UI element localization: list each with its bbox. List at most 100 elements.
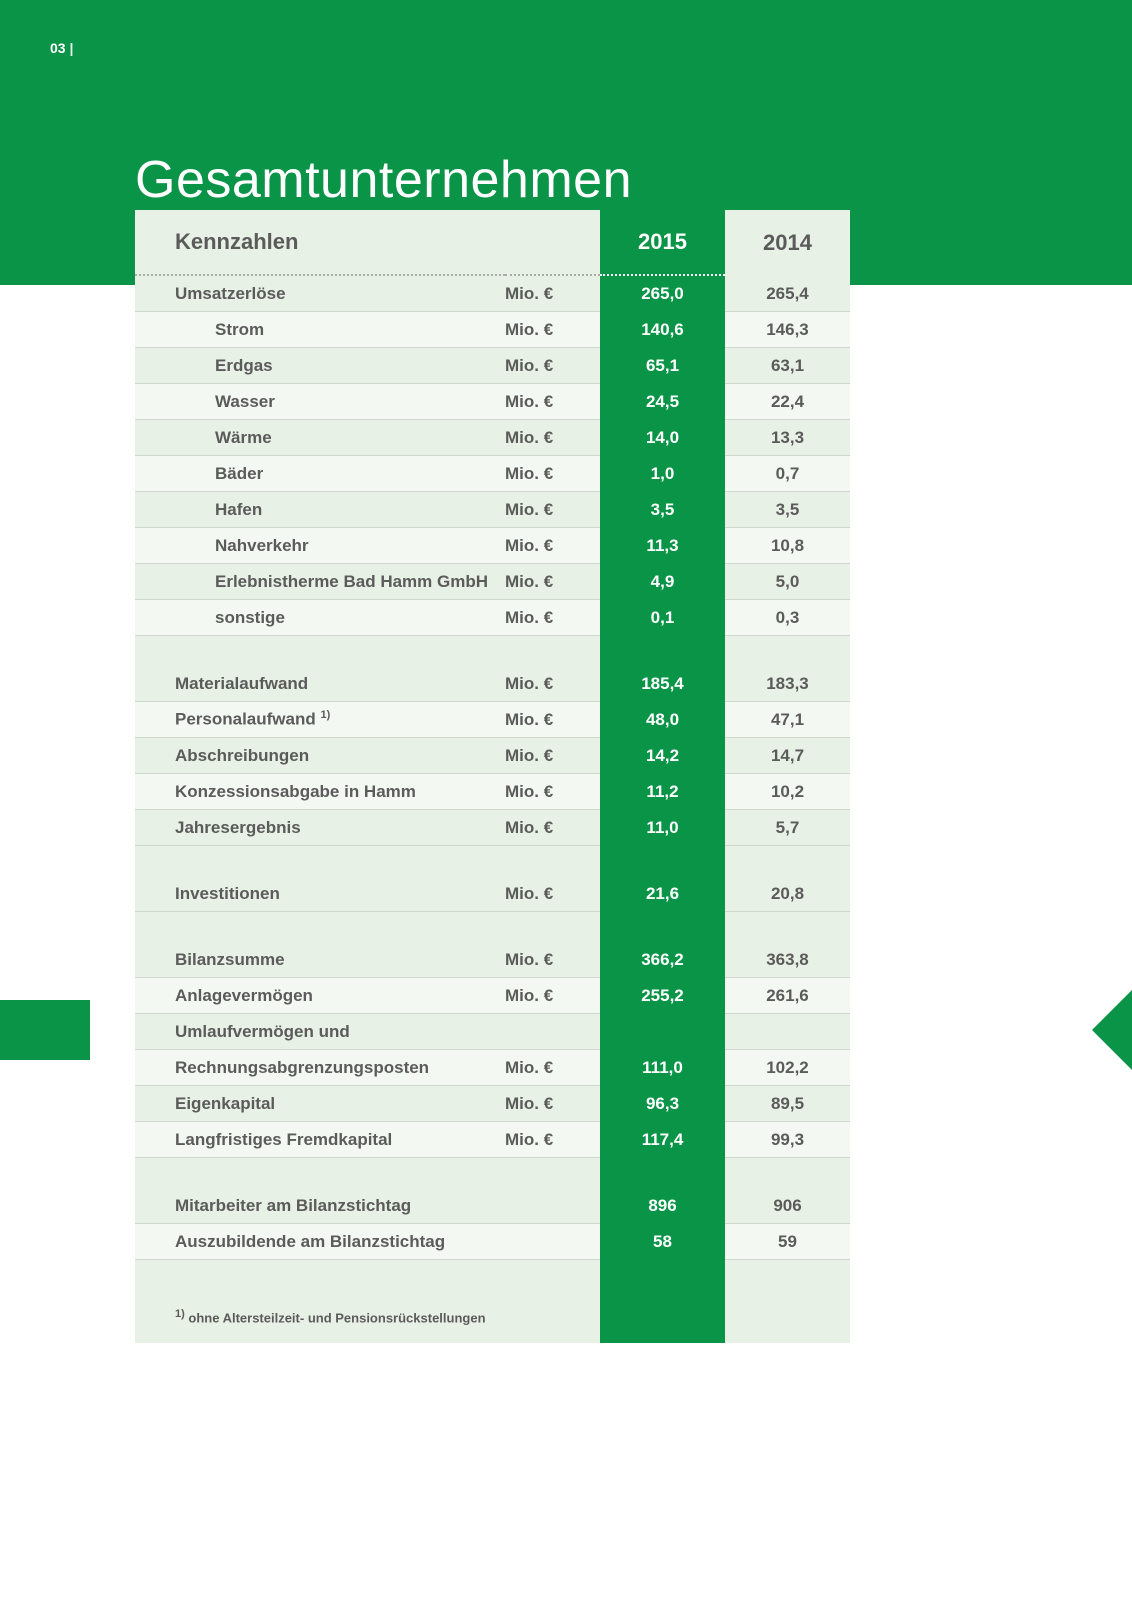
row-unit: Mio. € xyxy=(505,456,600,492)
row-unit: Mio. € xyxy=(505,276,600,312)
row-value-2015: 1,0 xyxy=(600,456,725,492)
decorative-left-bar xyxy=(0,1000,90,1060)
row-label: Strom xyxy=(135,312,505,348)
row-unit xyxy=(505,1188,600,1224)
row-value-2015: 11,0 xyxy=(600,810,725,846)
row-label: Eigenkapital xyxy=(135,1086,505,1122)
table-row: UmsatzerlöseMio. €265,0265,4 xyxy=(135,276,850,312)
table-row: ErdgasMio. €65,163,1 xyxy=(135,348,850,384)
row-label: Wasser xyxy=(135,384,505,420)
table-row: JahresergebnisMio. €11,05,7 xyxy=(135,810,850,846)
row-unit: Mio. € xyxy=(505,1086,600,1122)
row-value-2014: 0,3 xyxy=(725,600,850,636)
table-row: Umlaufvermögen und xyxy=(135,1014,850,1050)
row-label: Investitionen xyxy=(135,876,505,912)
row-value-2014: 20,8 xyxy=(725,876,850,912)
row-value-2015: 96,3 xyxy=(600,1086,725,1122)
row-value-2014: 14,7 xyxy=(725,738,850,774)
row-unit: Mio. € xyxy=(505,312,600,348)
row-unit: Mio. € xyxy=(505,876,600,912)
row-value-2014: 5,7 xyxy=(725,810,850,846)
row-value-2014: 183,3 xyxy=(725,666,850,702)
row-value-2015: 58 xyxy=(600,1224,725,1260)
row-value-2014: 0,7 xyxy=(725,456,850,492)
row-label: Personalaufwand 1) xyxy=(135,702,505,738)
row-unit: Mio. € xyxy=(505,384,600,420)
table-row: InvestitionenMio. €21,620,8 xyxy=(135,876,850,912)
page-title: Gesamtunternehmen xyxy=(135,150,632,210)
row-unit: Mio. € xyxy=(505,528,600,564)
table-row: Langfristiges FremdkapitalMio. €117,499,… xyxy=(135,1122,850,1158)
row-label: Wärme xyxy=(135,420,505,456)
table-row: BilanzsummeMio. €366,2363,8 xyxy=(135,942,850,978)
table-row: MaterialaufwandMio. €185,4183,3 xyxy=(135,666,850,702)
row-label: Nahverkehr xyxy=(135,528,505,564)
row-unit: Mio. € xyxy=(505,738,600,774)
row-value-2015: 0,1 xyxy=(600,600,725,636)
row-value-2014 xyxy=(725,1014,850,1050)
row-value-2015: 366,2 xyxy=(600,942,725,978)
row-label: Umsatzerlöse xyxy=(135,276,505,312)
row-value-2015: 24,5 xyxy=(600,384,725,420)
row-label: Auszubildende am Bilanzstichtag xyxy=(135,1224,505,1260)
row-label: sonstige xyxy=(135,600,505,636)
row-value-2014: 47,1 xyxy=(725,702,850,738)
row-value-2015: 896 xyxy=(600,1188,725,1224)
table-row: Auszubildende am Bilanzstichtag 5859 xyxy=(135,1224,850,1260)
row-label: Bilanzsumme xyxy=(135,942,505,978)
row-value-2015: 11,2 xyxy=(600,774,725,810)
row-label: Konzessionsabgabe in Hamm xyxy=(135,774,505,810)
table-row: BäderMio. €1,00,7 xyxy=(135,456,850,492)
row-value-2015: 4,9 xyxy=(600,564,725,600)
row-value-2014: 906 xyxy=(725,1188,850,1224)
row-value-2015: 48,0 xyxy=(600,702,725,738)
table-row: AbschreibungenMio. €14,214,7 xyxy=(135,738,850,774)
table-row: EigenkapitalMio. €96,389,5 xyxy=(135,1086,850,1122)
row-unit: Mio. € xyxy=(505,810,600,846)
row-value-2014: 59 xyxy=(725,1224,850,1260)
table-row: HafenMio. €3,53,5 xyxy=(135,492,850,528)
row-label: Abschreibungen xyxy=(135,738,505,774)
row-value-2014: 363,8 xyxy=(725,942,850,978)
row-value-2014: 102,2 xyxy=(725,1050,850,1086)
row-label: Anlagevermögen xyxy=(135,978,505,1014)
spacer-row xyxy=(135,1260,850,1290)
row-unit: Mio. € xyxy=(505,978,600,1014)
row-label: Jahresergebnis xyxy=(135,810,505,846)
row-unit: Mio. € xyxy=(505,420,600,456)
table-row: WasserMio. €24,522,4 xyxy=(135,384,850,420)
row-value-2015: 3,5 xyxy=(600,492,725,528)
spacer-row xyxy=(135,912,850,942)
header-year-1: 2015 xyxy=(600,210,725,276)
row-value-2015: 21,6 xyxy=(600,876,725,912)
footnote-text: 1) ohne Altersteilzeit- und Pensionsrück… xyxy=(135,1290,600,1343)
row-value-2014: 5,0 xyxy=(725,564,850,600)
header-unit xyxy=(505,210,600,276)
row-unit xyxy=(505,1224,600,1260)
row-label: Langfristiges Fremdkapital xyxy=(135,1122,505,1158)
row-value-2015: 14,0 xyxy=(600,420,725,456)
table-row: sonstigeMio. €0,10,3 xyxy=(135,600,850,636)
row-value-2014: 63,1 xyxy=(725,348,850,384)
row-label: Materialaufwand xyxy=(135,666,505,702)
row-unit: Mio. € xyxy=(505,942,600,978)
table-row: Erlebnistherme Bad Hamm GmbHMio. €4,95,0 xyxy=(135,564,850,600)
row-value-2015 xyxy=(600,1014,725,1050)
row-value-2015: 265,0 xyxy=(600,276,725,312)
row-unit: Mio. € xyxy=(505,348,600,384)
row-value-2014: 10,2 xyxy=(725,774,850,810)
row-label: Rechnungsabgrenzungsposten xyxy=(135,1050,505,1086)
row-value-2015: 255,2 xyxy=(600,978,725,1014)
table-row: StromMio. €140,6146,3 xyxy=(135,312,850,348)
table-row: Konzessionsabgabe in HammMio. €11,210,2 xyxy=(135,774,850,810)
row-unit: Mio. € xyxy=(505,774,600,810)
row-label: Erdgas xyxy=(135,348,505,384)
row-label: Umlaufvermögen und xyxy=(135,1014,505,1050)
row-value-2014: 3,5 xyxy=(725,492,850,528)
page-number: 03 xyxy=(50,40,73,56)
row-unit xyxy=(505,1014,600,1050)
table-row: RechnungsabgrenzungspostenMio. €111,0102… xyxy=(135,1050,850,1086)
row-value-2014: 10,8 xyxy=(725,528,850,564)
table-row: AnlagevermögenMio. €255,2261,6 xyxy=(135,978,850,1014)
row-unit: Mio. € xyxy=(505,1122,600,1158)
